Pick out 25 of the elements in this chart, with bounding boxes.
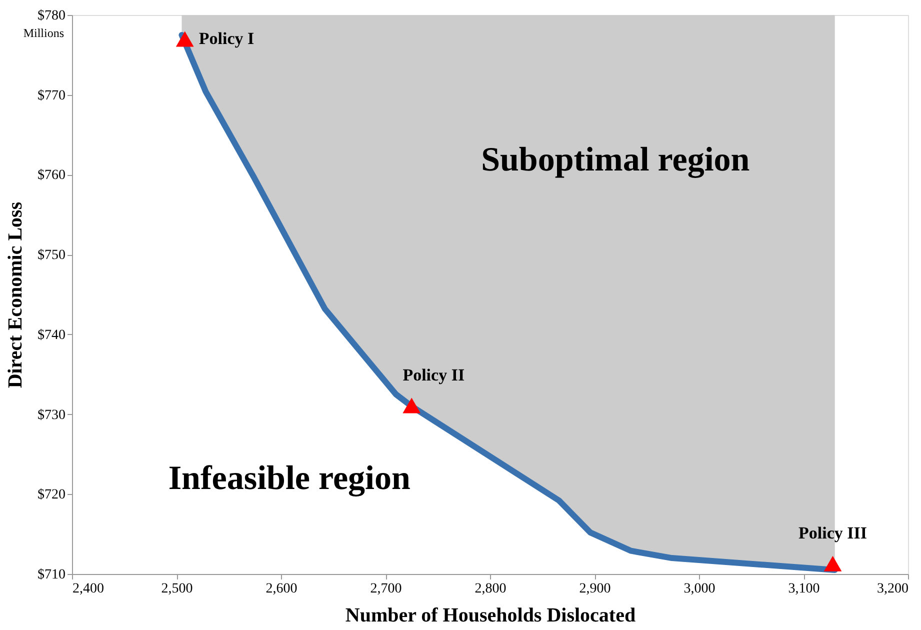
- x-tick-label: 2,500: [161, 582, 193, 596]
- x-tick-label: 2,400: [72, 582, 104, 596]
- y-tick-label: $770: [38, 88, 66, 104]
- y-tick-label: $730: [38, 408, 66, 423]
- y-tick-label: $750: [38, 248, 66, 264]
- annotation: Policy I: [198, 28, 254, 48]
- annotation: Policy II: [402, 366, 465, 384]
- x-tick-label: 2,800: [474, 582, 506, 596]
- x-tick-label: 3,000: [684, 582, 716, 596]
- y-tick-label: $720: [38, 488, 66, 503]
- y-axis-title: Direct Economic Loss: [4, 202, 26, 388]
- x-tick-label: 3,200: [877, 582, 908, 596]
- annotation: Suboptimal region: [481, 141, 750, 178]
- annotation: Policy III: [798, 524, 868, 543]
- y-tick-label: $780: [38, 8, 66, 24]
- x-axis-title: Number of Households Dislocated: [345, 604, 636, 626]
- y-tick-label: $710: [38, 568, 66, 582]
- annotation: Infeasible region: [168, 460, 410, 497]
- text: Millions: [23, 26, 64, 40]
- x-tick-label: 2,600: [266, 582, 298, 596]
- x-tick-label: 2,900: [579, 582, 611, 596]
- x-tick-label: 3,100: [788, 582, 820, 596]
- y-tick-label: $740: [38, 328, 66, 343]
- x-tick-label: 2,700: [370, 582, 402, 596]
- y-tick-label: $760: [38, 168, 66, 184]
